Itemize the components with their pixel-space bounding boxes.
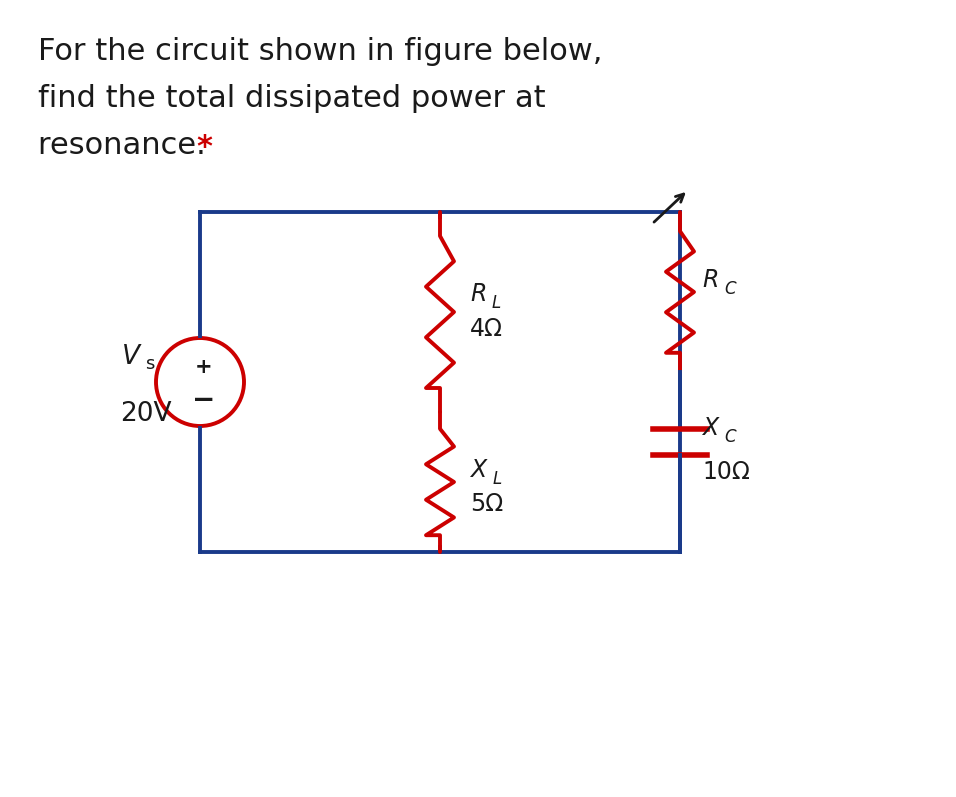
Text: resonance.: resonance.: [38, 131, 215, 160]
Text: +: +: [195, 357, 213, 377]
Text: −: −: [192, 386, 216, 414]
Text: find the total dissipated power at: find the total dissipated power at: [38, 84, 546, 113]
Text: R: R: [702, 268, 718, 292]
Text: X: X: [702, 416, 718, 440]
Text: 5Ω: 5Ω: [470, 492, 503, 516]
Text: C: C: [724, 428, 735, 446]
Text: s: s: [145, 355, 154, 373]
Text: L: L: [493, 470, 502, 488]
Text: For the circuit shown in figure below,: For the circuit shown in figure below,: [38, 37, 602, 66]
Text: V: V: [122, 344, 140, 370]
Text: X: X: [470, 458, 486, 482]
Text: 20V: 20V: [120, 401, 171, 427]
Text: L: L: [492, 294, 501, 312]
Text: 10Ω: 10Ω: [702, 460, 750, 484]
Text: R: R: [470, 282, 487, 306]
Text: C: C: [724, 280, 735, 298]
Text: *: *: [196, 133, 212, 162]
Text: 4Ω: 4Ω: [470, 317, 503, 341]
